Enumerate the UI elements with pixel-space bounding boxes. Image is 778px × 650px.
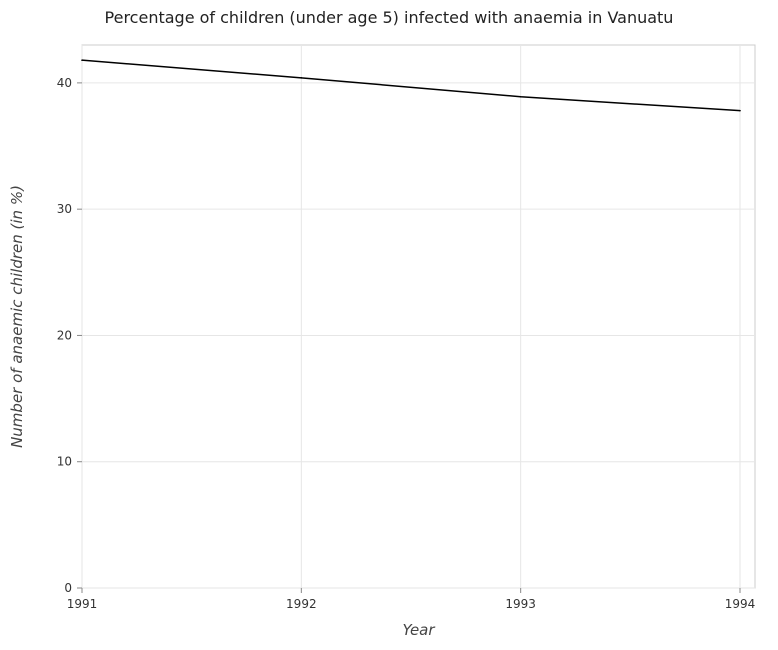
data-point [301, 77, 303, 79]
y-axis-label: Number of anaemic children (in %) [8, 185, 26, 448]
y-tick-label: 30 [57, 202, 72, 216]
data-point [739, 110, 741, 112]
y-tick-label: 20 [57, 328, 72, 342]
x-tick-label: 1991 [67, 597, 98, 611]
plot-frame [82, 45, 755, 588]
y-tick-label: 10 [57, 455, 72, 469]
x-tick-label: 1993 [505, 597, 536, 611]
x-tick-label: 1994 [725, 597, 756, 611]
axes: 0 10 20 30 40 1991 1992 1993 1994 [57, 76, 756, 611]
data-point [520, 96, 522, 98]
grid [82, 45, 755, 588]
y-tick-label: 0 [64, 581, 72, 595]
y-tick-label: 40 [57, 76, 72, 90]
x-axis-label: Year [402, 621, 435, 639]
x-tick-label: 1992 [286, 597, 317, 611]
series-line [82, 60, 740, 111]
series [81, 59, 741, 111]
data-point [81, 59, 83, 61]
